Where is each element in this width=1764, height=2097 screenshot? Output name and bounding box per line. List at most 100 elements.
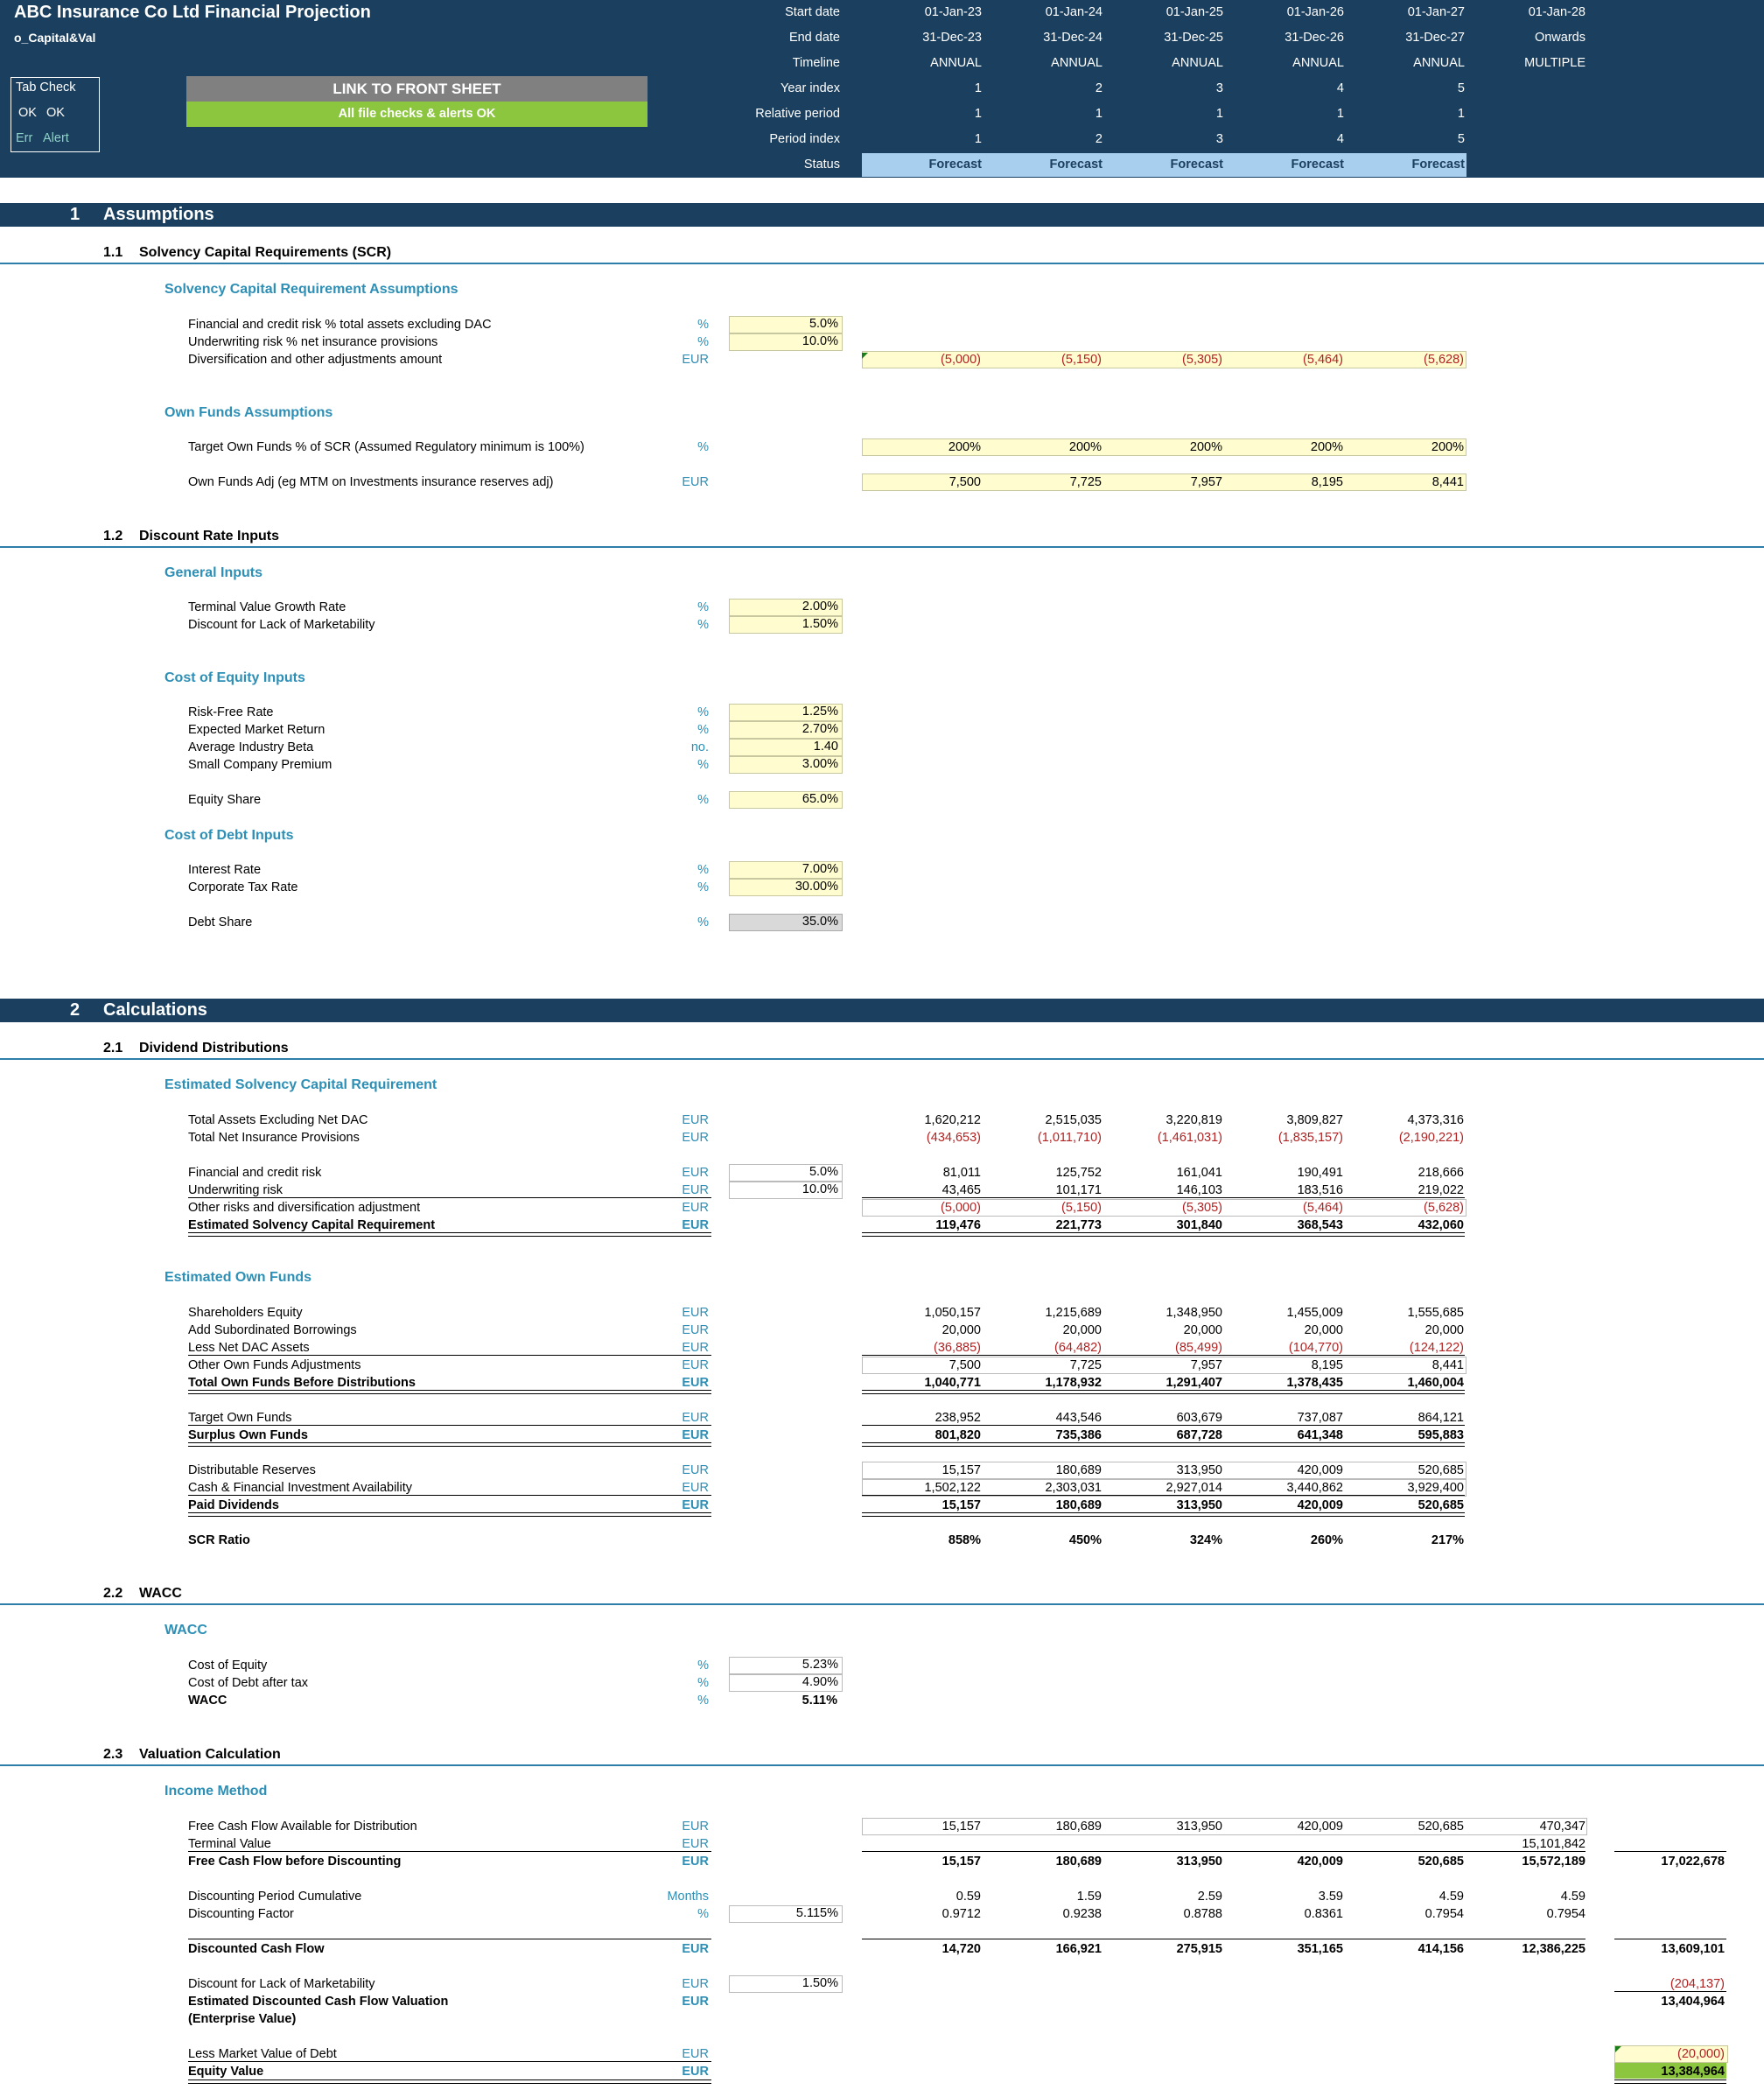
input-financial-credit-risk[interactable]: 5.0% bbox=[729, 316, 843, 333]
section-calculations-bar: 2 Calculations bbox=[0, 999, 1764, 1022]
cost-of-equity-heading: Cost of Equity Inputs bbox=[164, 670, 305, 685]
col5-end: 31-Dec-27 bbox=[1405, 31, 1465, 45]
income-method-heading: Income Method bbox=[164, 1784, 268, 1799]
value-cell: 15,157 bbox=[942, 1855, 981, 1869]
own-funds-assumptions-heading: Own Funds Assumptions bbox=[164, 405, 333, 420]
value-cell: 1,620,212 bbox=[924, 1113, 981, 1127]
row-label: Debt Share bbox=[188, 915, 253, 929]
input-cell[interactable]: 8,441 bbox=[1432, 475, 1464, 489]
input-small-company-premium[interactable]: 3.00% bbox=[729, 756, 843, 774]
input-cell[interactable]: 200% bbox=[1189, 440, 1222, 454]
row-unit: EUR bbox=[682, 1498, 709, 1512]
input-corporate-tax-rate[interactable]: 30.00% bbox=[729, 879, 843, 896]
value-cell: 3,809,827 bbox=[1286, 1113, 1343, 1127]
input-cell[interactable]: 200% bbox=[1068, 440, 1102, 454]
input-cell[interactable]: 7,500 bbox=[948, 475, 981, 489]
value-cell: 1,378,435 bbox=[1286, 1376, 1343, 1390]
value-cell: (124,122) bbox=[1409, 1341, 1464, 1355]
col2-relative: 1 bbox=[1095, 107, 1102, 121]
row-unit: % bbox=[697, 723, 709, 737]
value-cell: 238,952 bbox=[934, 1411, 981, 1425]
equity-value: 13,384,964 bbox=[1661, 2065, 1725, 2079]
value-cell: 20,000 bbox=[942, 1323, 981, 1337]
value-cell: 146,103 bbox=[1176, 1183, 1222, 1197]
value-cell: (5,305) bbox=[1182, 1201, 1222, 1215]
file-checks-status: All file checks & alerts OK bbox=[186, 102, 648, 127]
row-unit: EUR bbox=[682, 1463, 709, 1477]
input-cell[interactable]: (5,628) bbox=[1424, 353, 1464, 367]
col2-end: 31-Dec-24 bbox=[1043, 31, 1102, 45]
value-cell: 520,685 bbox=[1418, 1855, 1464, 1869]
value-cell: 4.59 bbox=[1438, 1890, 1464, 1904]
underline bbox=[862, 1355, 1465, 1356]
input-cell[interactable]: 8,195 bbox=[1311, 475, 1343, 489]
input-cell[interactable]: (5,305) bbox=[1182, 353, 1222, 367]
row-unit: EUR bbox=[682, 1855, 709, 1869]
link-to-front-sheet-button[interactable]: LINK TO FRONT SHEET bbox=[186, 76, 648, 102]
row-box bbox=[862, 1357, 1466, 1374]
row-unit: EUR bbox=[682, 1358, 709, 1372]
input-cell[interactable]: (5,464) bbox=[1303, 353, 1343, 367]
value-cell: 420,009 bbox=[1297, 1498, 1343, 1512]
row-label-timeline: Timeline bbox=[792, 56, 840, 70]
dlom-total: (204,137) bbox=[1670, 1977, 1725, 1991]
value-cell: 1,291,407 bbox=[1166, 1376, 1222, 1390]
market-value-debt[interactable]: (20,000) bbox=[1676, 2047, 1725, 2061]
col1-status: Forecast bbox=[928, 158, 982, 172]
value-cell: 801,820 bbox=[934, 1428, 981, 1442]
row-label: Discount for Lack of Marketability bbox=[188, 1977, 375, 1991]
subsection-divider bbox=[0, 263, 1764, 264]
row-label: Average Industry Beta bbox=[188, 740, 314, 754]
col5-status: Forecast bbox=[1411, 158, 1465, 172]
row-unit: % bbox=[697, 1659, 709, 1673]
value-cell: 0.8361 bbox=[1304, 1907, 1343, 1921]
input-equity-share[interactable]: 65.0% bbox=[729, 791, 843, 809]
input-row-target-own-funds bbox=[862, 438, 1466, 456]
row-label: Discounting Factor bbox=[188, 1907, 294, 1921]
row-label: Distributable Reserves bbox=[188, 1463, 316, 1477]
estimated-own-funds-heading: Estimated Own Funds bbox=[164, 1270, 312, 1285]
input-risk-free-rate[interactable]: 1.25% bbox=[729, 704, 843, 721]
subsection-title: Valuation Calculation bbox=[139, 1747, 281, 1762]
input-cell[interactable]: 7,725 bbox=[1069, 475, 1102, 489]
input-cell[interactable]: 200% bbox=[1431, 440, 1464, 454]
input-cell[interactable]: 200% bbox=[1310, 440, 1343, 454]
value-cell: 864,121 bbox=[1418, 1411, 1464, 1425]
double-underline bbox=[862, 1512, 1465, 1517]
input-market-return[interactable]: 2.70% bbox=[729, 721, 843, 739]
tab-check-box: Tab Check OK OK Err Alert bbox=[10, 77, 100, 152]
subsection-number: 1.1 bbox=[103, 245, 123, 260]
pct-cell: 5.0% bbox=[729, 1164, 843, 1182]
value-cell: 260% bbox=[1310, 1533, 1343, 1547]
row-label: Risk-Free Rate bbox=[188, 705, 274, 719]
col1-relative: 1 bbox=[974, 107, 982, 121]
value-cell: 8,195 bbox=[1311, 1358, 1343, 1372]
row-unit: % bbox=[697, 705, 709, 719]
subsection-divider bbox=[0, 1764, 1764, 1766]
fcf-row-box bbox=[862, 1818, 1587, 1835]
value-cell: 20,000 bbox=[1062, 1323, 1102, 1337]
input-industry-beta[interactable]: 1.40 bbox=[729, 739, 843, 756]
input-interest-rate[interactable]: 7.00% bbox=[729, 861, 843, 879]
value-cell: 0.59 bbox=[956, 1890, 981, 1904]
input-cell[interactable]: 200% bbox=[948, 440, 981, 454]
value-cell: 0.8788 bbox=[1183, 1907, 1222, 1921]
section-title: Assumptions bbox=[103, 205, 214, 224]
row-label: Small Company Premium bbox=[188, 758, 332, 772]
value-cell: 443,546 bbox=[1055, 1411, 1102, 1425]
subsection-title: Dividend Distributions bbox=[139, 1041, 289, 1056]
value-cell: 687,728 bbox=[1176, 1428, 1222, 1442]
input-cell[interactable]: (5,150) bbox=[1061, 353, 1102, 367]
input-cell[interactable]: (5,000) bbox=[862, 353, 981, 367]
row-label: Total Net Insurance Provisions bbox=[188, 1131, 360, 1145]
input-cell[interactable]: 7,957 bbox=[1190, 475, 1222, 489]
section-title: Calculations bbox=[103, 1000, 207, 1020]
row-label: Equity Value bbox=[188, 2065, 264, 2079]
input-terminal-growth[interactable]: 2.00% bbox=[729, 599, 843, 616]
input-underwriting-risk[interactable]: 10.0% bbox=[729, 333, 843, 351]
tab-check-ok-2: OK bbox=[46, 106, 65, 120]
input-dlom[interactable]: 1.50% bbox=[729, 616, 843, 634]
row-unit: EUR bbox=[682, 2047, 709, 2061]
col5-relative: 1 bbox=[1457, 107, 1465, 121]
value-cell: 219,022 bbox=[1418, 1183, 1464, 1197]
